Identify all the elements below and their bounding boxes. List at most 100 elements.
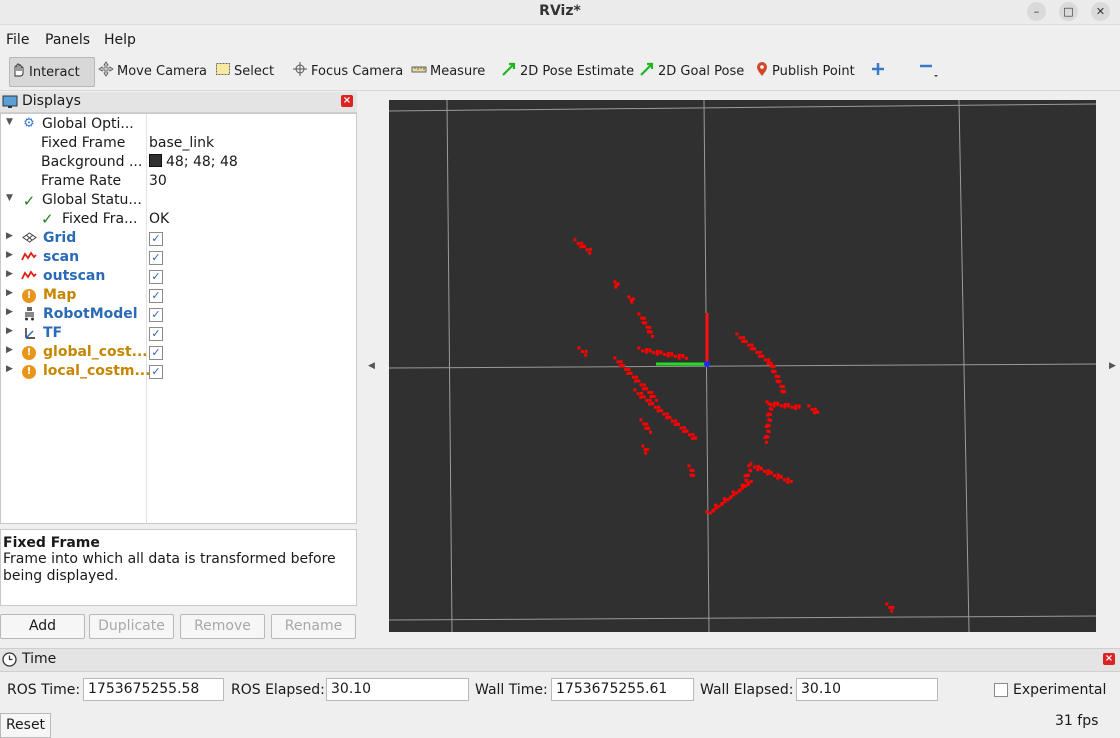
laser-scan-points (573, 238, 895, 613)
measure-tool[interactable]: Measure (411, 57, 485, 85)
tree-row-map[interactable]: ▶ ! Map ✓ (1, 286, 356, 305)
background-value[interactable]: 48; 48; 48 (149, 154, 238, 170)
clock-icon (2, 652, 17, 671)
local-costmap-checkbox[interactable]: ✓ (149, 365, 163, 379)
scene-canvas[interactable] (388, 99, 1097, 633)
experimental-checkbox[interactable] (994, 683, 1008, 697)
scan-point (634, 379, 638, 383)
scan-point (651, 394, 655, 398)
fixed-frame-value[interactable]: base_link (149, 135, 215, 151)
reset-button[interactable]: Reset (0, 713, 51, 738)
scan-point (772, 365, 776, 369)
maximize-button[interactable]: □ (1059, 2, 1078, 21)
menu-help[interactable]: Help (104, 32, 136, 48)
scan-point (774, 374, 778, 378)
expand-arrow-icon[interactable]: ▶ (6, 326, 13, 336)
rename-button[interactable]: Rename (271, 614, 356, 639)
scan-point (763, 436, 767, 440)
scan-point (794, 404, 798, 408)
robotmodel-checkbox[interactable]: ✓ (149, 308, 163, 322)
expand-arrow-icon[interactable]: ▶ (6, 288, 13, 298)
expand-arrow-icon[interactable]: ▶ (6, 269, 13, 279)
add-button[interactable]: Add (0, 614, 85, 639)
collapse-arrow-icon[interactable]: ▼ (6, 193, 13, 203)
tree-row-global-status[interactable]: ▼ ✓ Global Statu... (1, 191, 356, 210)
focus-camera-tool[interactable]: Focus Camera (292, 57, 403, 85)
frame-rate-value[interactable]: 30 (149, 173, 167, 189)
add-tool-button[interactable] (871, 57, 885, 85)
goal-pose-tool[interactable]: 2D Goal Pose (639, 57, 744, 85)
collapse-arrow-icon[interactable]: ▼ (6, 117, 13, 127)
scan-point (642, 422, 646, 426)
menu-panels[interactable]: Panels (45, 32, 91, 48)
expand-arrow-icon[interactable]: ▶ (6, 345, 13, 355)
scan-point (588, 247, 592, 251)
fixed-frame-label: Fixed Frame (41, 135, 126, 151)
expand-arrow-icon[interactable]: ▶ (6, 231, 13, 241)
tree-row-scan[interactable]: ▶ scan ✓ (1, 248, 356, 267)
render-viewport[interactable] (388, 99, 1097, 633)
expand-arrow-icon[interactable]: ▶ (6, 364, 13, 374)
scan-point (743, 339, 747, 343)
scan-point (735, 332, 739, 336)
scan-point (768, 418, 772, 422)
scan-point (749, 469, 753, 473)
scan-point (642, 321, 646, 325)
scan-point (645, 399, 649, 402)
tree-row-local-costmap[interactable]: ▶ ! local_costm... ✓ (1, 362, 356, 381)
tree-row-fixed-frame[interactable]: Fixed Frame base_link (1, 134, 356, 153)
tf-checkbox[interactable]: ✓ (149, 327, 163, 341)
tree-row-outscan[interactable]: ▶ outscan ✓ (1, 267, 356, 286)
collapse-left-icon[interactable]: ◀ (368, 361, 375, 371)
publish-point-label: Publish Point (772, 63, 855, 79)
scan-point (584, 353, 588, 357)
publish-point-tool[interactable]: Publish Point (755, 57, 855, 85)
scan-point (687, 464, 691, 468)
close-panel-icon[interactable]: × (341, 95, 353, 107)
scan-point (890, 609, 894, 613)
scan-point (679, 426, 683, 430)
tree-row-robotmodel[interactable]: ▶ RobotModel ✓ (1, 305, 356, 324)
scan-point (648, 330, 652, 334)
expand-arrow-icon[interactable]: ▶ (6, 307, 13, 317)
select-tool[interactable]: Select (215, 57, 274, 85)
expand-arrow-icon[interactable]: ▶ (6, 250, 13, 260)
tree-row-global-costmap[interactable]: ▶ ! global_cost... ✓ (1, 343, 356, 362)
scan-point (629, 298, 633, 302)
tree-row-tf[interactable]: ▶ TF ✓ (1, 324, 356, 343)
scan-point (776, 380, 780, 384)
interact-tool[interactable]: Interact (9, 57, 95, 87)
scan-checkbox[interactable]: ✓ (149, 251, 163, 265)
remove-button[interactable]: Remove (180, 614, 265, 639)
scan-point (648, 325, 652, 329)
scan-point (641, 387, 645, 391)
minimize-button[interactable]: – (1027, 2, 1046, 21)
close-panel-icon[interactable]: × (1103, 653, 1115, 665)
collapse-right-icon[interactable]: ▶ (1109, 361, 1116, 371)
map-checkbox[interactable]: ✓ (149, 289, 163, 303)
tree-row-background[interactable]: Background ... 48; 48; 48 (1, 153, 356, 172)
tree-row-grid[interactable]: ▶ Grid ✓ (1, 229, 356, 248)
property-description: Fixed Frame Frame into which all data is… (0, 529, 357, 606)
ros-time-field[interactable]: 1753675255.58 (83, 678, 224, 701)
outscan-checkbox[interactable]: ✓ (149, 270, 163, 284)
grid-checkbox[interactable]: ✓ (149, 232, 163, 246)
wall-elapsed-field[interactable]: 30.10 (796, 678, 938, 701)
tree-row-global-options[interactable]: ▼ ⚙ Global Opti... (1, 115, 356, 134)
tree-row-frame-rate[interactable]: Frame Rate 30 (1, 172, 356, 191)
menu-file[interactable]: File (6, 32, 30, 48)
remove-tool-button[interactable] (919, 57, 939, 85)
scan-point (772, 404, 776, 408)
close-window-button[interactable]: ✕ (1091, 2, 1110, 21)
scan-point (764, 424, 768, 428)
scan-point (746, 482, 750, 486)
pose-estimate-tool[interactable]: 2D Pose Estimate (501, 57, 634, 85)
duplicate-button[interactable]: Duplicate (89, 614, 174, 639)
scan-point (581, 350, 584, 354)
global-costmap-checkbox[interactable]: ✓ (149, 346, 163, 360)
tree-row-fixed-frame-status[interactable]: ✓ Fixed Fra... OK (1, 210, 356, 229)
scan-point (666, 351, 670, 355)
wall-time-field[interactable]: 1753675255.61 (551, 678, 694, 701)
ros-elapsed-field[interactable]: 30.10 (326, 678, 469, 701)
move-camera-tool[interactable]: Move Camera (98, 57, 207, 85)
